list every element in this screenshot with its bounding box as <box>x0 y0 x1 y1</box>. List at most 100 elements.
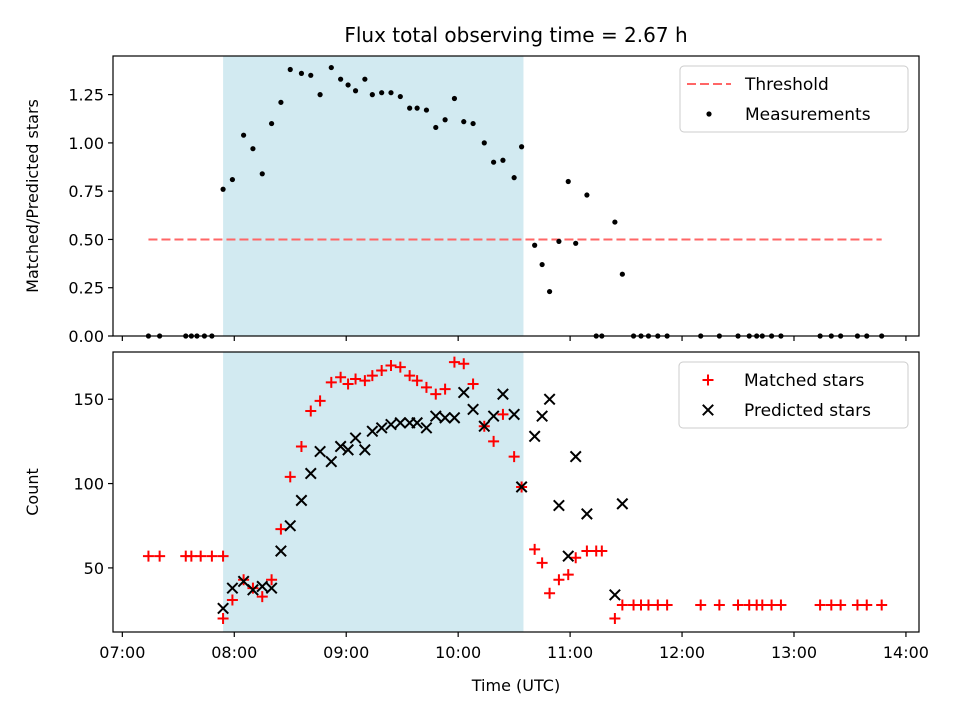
x-tick-label: 10:00 <box>435 643 481 662</box>
matched-star-point <box>861 599 873 611</box>
matched-star-point <box>394 361 406 373</box>
predicted-star-point <box>580 508 593 520</box>
measurement-point <box>546 288 553 295</box>
measurement-point <box>532 242 538 248</box>
matched-star-point <box>642 599 654 611</box>
measurement-point <box>619 271 625 277</box>
predicted-star-point <box>569 450 582 463</box>
predicted-star-point <box>497 388 509 401</box>
matched-star-point <box>342 378 354 390</box>
measurement-point <box>584 192 590 198</box>
matched-star-point <box>661 599 673 611</box>
measurement-point <box>250 146 256 152</box>
measurement-point <box>388 90 394 96</box>
matched-star-point <box>616 599 628 611</box>
predicted-star-point <box>342 443 354 456</box>
matched-star-point <box>756 599 768 611</box>
measurement-point <box>612 219 618 225</box>
predicted-star-point <box>385 418 397 431</box>
matched-star-point <box>581 545 593 557</box>
matched-star-point <box>536 557 548 569</box>
matched-star-point <box>185 550 197 562</box>
matched-star-point <box>458 358 470 370</box>
chart-title: Flux total observing time = 2.67 h <box>344 23 687 47</box>
predicted-star-point <box>295 494 308 507</box>
legend-matched-swatch <box>702 374 714 386</box>
predicted-star-point <box>543 393 556 406</box>
predicted-star-point <box>366 425 379 438</box>
matched-star-point <box>732 599 744 611</box>
matched-star-point <box>314 395 326 407</box>
predicted-star-point <box>478 420 491 433</box>
predicted-star-point <box>439 411 452 424</box>
observing-span <box>223 56 524 336</box>
matched-star-point <box>226 594 238 606</box>
matched-star-point <box>376 365 388 377</box>
matched-star-point <box>325 376 337 388</box>
measurement-point <box>298 70 305 76</box>
matched-star-point <box>570 552 582 564</box>
matched-star-point <box>835 599 847 611</box>
measurement-point <box>433 124 439 131</box>
predicted-star-point <box>420 421 433 434</box>
matched-star-point <box>350 373 362 385</box>
y-tick-label: 0.50 <box>68 230 104 249</box>
legend-box <box>678 361 909 429</box>
x-tick-label: 07:00 <box>99 643 145 662</box>
measurement-point <box>308 72 314 78</box>
predicted-star-point <box>275 545 287 557</box>
predicted-star-point <box>358 443 371 456</box>
y-tick-label: 0.00 <box>68 327 104 346</box>
top-panel: 0.00 0.25 0.50 0.75 1.00 1.25 Matched/Predicte… <box>23 55 920 346</box>
y-tick-label: 100 <box>73 475 104 494</box>
matched-star-point <box>411 375 423 387</box>
legend-predicted-swatch <box>702 404 714 416</box>
predicted-star-point <box>304 467 317 480</box>
matched-star-point <box>385 359 397 371</box>
x-tick-label: 12:00 <box>659 643 705 662</box>
predicted-star-point <box>284 519 297 532</box>
measurement-point <box>369 92 375 98</box>
y-axis-label: Count <box>23 468 42 516</box>
axes-frame <box>112 55 920 337</box>
measurement-point <box>451 95 458 102</box>
matched-star-point <box>305 405 317 417</box>
y-tick-label: 150 <box>73 390 104 409</box>
measurement-point <box>407 105 413 111</box>
matched-star-point <box>544 587 556 599</box>
matched-star-point <box>488 435 500 447</box>
measurement-point <box>397 93 403 100</box>
predicted-star-point <box>375 421 388 434</box>
matched-star-point <box>266 574 278 586</box>
predicted-star-point <box>562 550 575 563</box>
measurement-point <box>379 90 385 96</box>
matched-star-point <box>713 599 725 611</box>
matched-star-point <box>448 356 460 368</box>
measurement-point <box>423 107 430 113</box>
legend: Threshold Measurements <box>679 65 909 133</box>
measurement-point <box>565 178 571 185</box>
measurement-point <box>539 261 545 268</box>
measurement-point <box>511 175 517 181</box>
legend-label: Predicted stars <box>744 401 871 421</box>
predicted-star-point <box>256 580 269 593</box>
measurement-point <box>352 88 359 94</box>
matched-star-point <box>876 599 888 611</box>
legend-box <box>679 65 909 133</box>
matched-star-point <box>652 599 664 611</box>
matched-star-point <box>775 599 787 611</box>
measurement-point <box>500 157 506 163</box>
matched-star-point <box>238 574 250 586</box>
matched-star-point <box>335 371 347 383</box>
legend-measurement-swatch <box>706 111 712 117</box>
matched-star-point <box>497 408 509 420</box>
measurement-point <box>278 99 284 105</box>
matched-star-point <box>596 545 608 557</box>
y-tick-label: 50 <box>84 559 104 578</box>
measurement-point <box>442 117 448 123</box>
observing-span <box>223 352 524 632</box>
matched-star-point <box>275 523 287 535</box>
measurement-point <box>556 238 562 244</box>
measurement-point <box>414 105 420 111</box>
measurement-point <box>481 140 487 146</box>
